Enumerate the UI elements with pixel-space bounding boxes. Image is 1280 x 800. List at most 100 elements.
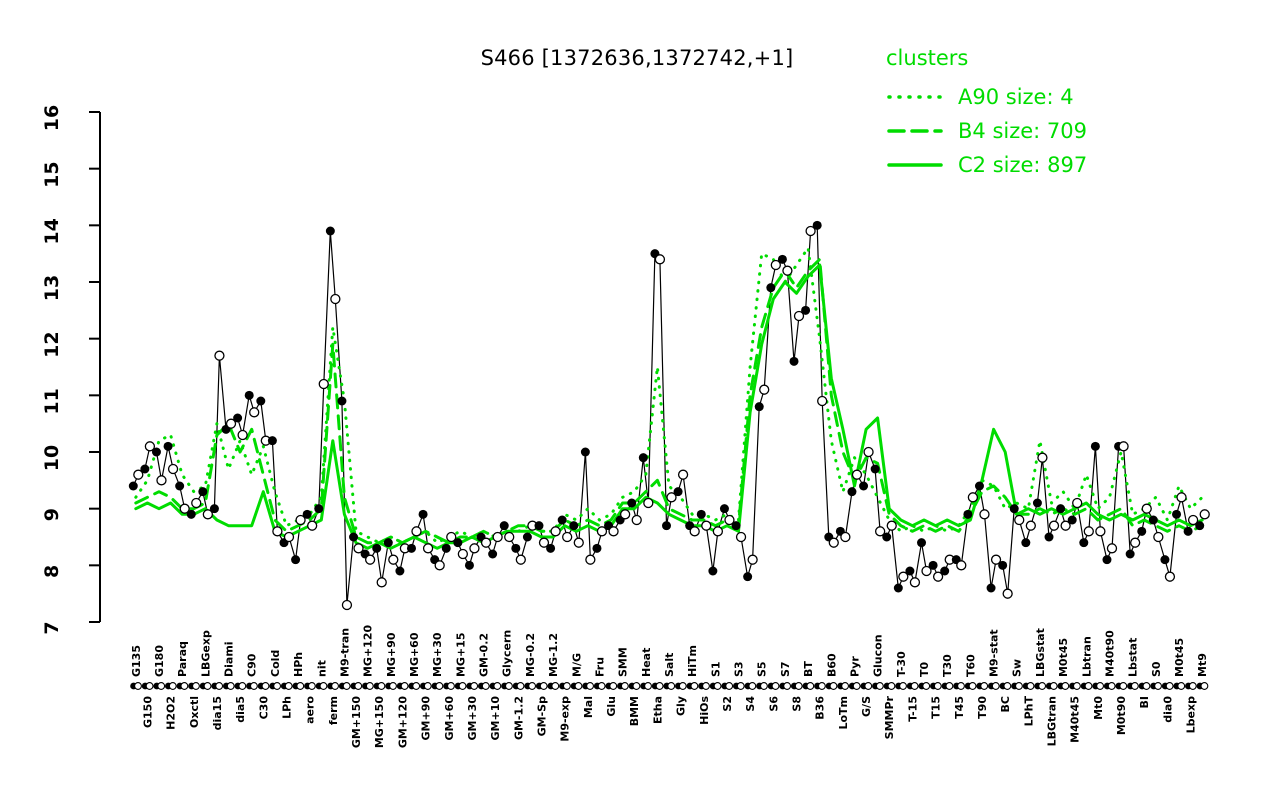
condition-marker-open [423, 682, 432, 690]
probe-point-filled [140, 464, 150, 474]
condition-marker-open [134, 682, 142, 690]
x-category-label: Sw [1011, 659, 1024, 677]
probe-point-open [840, 531, 851, 543]
condition-marker-open [528, 682, 537, 690]
x-category-label: MG+90 [385, 632, 398, 677]
probe-point-filled [940, 566, 950, 576]
probe-point-open [364, 554, 376, 565]
probe-point-open [469, 543, 480, 554]
condition-marker-open [180, 682, 189, 690]
x-category-label: GM+150 [350, 696, 363, 748]
condition-marker-open [539, 682, 548, 690]
probe-point-open [515, 554, 526, 565]
probe-point-open [921, 565, 932, 577]
condition-marker-open [655, 682, 664, 690]
condition-marker-open [1119, 682, 1128, 690]
condition-marker-open [1049, 682, 1058, 690]
probe-point-filled [731, 521, 741, 531]
x-category-label: dia0 [1161, 696, 1174, 723]
probe-point-filled [592, 543, 602, 553]
x-category-label: S7 [779, 661, 792, 677]
condition-marker-open [377, 682, 386, 690]
x-category-label: B60 [825, 653, 838, 677]
x-category-label: Gly [675, 696, 688, 716]
condition-marker-open [1038, 682, 1047, 690]
probe-point-filled [267, 436, 277, 446]
condition-marker-open [145, 682, 154, 690]
probe-point-open [886, 520, 897, 531]
x-category-label: LPhT [1022, 696, 1035, 727]
probe-point-open [457, 548, 469, 560]
probe-point-filled [256, 396, 266, 406]
probe-point-filled [546, 543, 556, 553]
probe-point-open [747, 554, 758, 565]
condition-marker-open [852, 682, 861, 690]
condition-marker-open [864, 682, 873, 690]
probe-point-open [1025, 520, 1036, 531]
condition-marker-open [215, 682, 224, 690]
x-category-label: MG-1.2 [547, 633, 560, 677]
condition-marker-open [481, 682, 490, 690]
condition-marker-open [968, 682, 977, 690]
probe-point-filled [383, 538, 393, 548]
x-category-label: M40t45 [1069, 696, 1082, 743]
probe-point-open [133, 469, 144, 480]
x-category-label: S6 [767, 696, 780, 712]
y-axis-label: 14 [41, 218, 63, 244]
condition-marker-open [910, 682, 919, 690]
x-category-label: Mt0 [1092, 696, 1105, 720]
probe-point-open [979, 509, 990, 520]
probe-point-open [376, 577, 387, 588]
legend-line-solid-icon [887, 163, 943, 167]
x-category-label: BMM [628, 696, 641, 726]
probe-point-open [144, 441, 156, 452]
probe-point-filled [1125, 549, 1135, 559]
probe-point-open [1153, 531, 1164, 543]
condition-marker-open [551, 682, 560, 690]
probe-point-filled [905, 566, 915, 576]
probe-point-open [156, 475, 167, 486]
x-category-label: MG+60 [408, 632, 421, 677]
condition-marker-open [609, 682, 618, 690]
probe-point-open [1130, 537, 1141, 548]
probe-point-filled [1056, 504, 1066, 514]
probe-point-open [422, 543, 434, 554]
x-category-label: GM+30 [466, 696, 479, 741]
legend-line-dashed-icon [887, 129, 943, 133]
probe-point-open [237, 429, 248, 441]
condition-marker-open [1177, 682, 1186, 690]
probe-point-filled [337, 396, 347, 406]
condition-marker-open [980, 682, 989, 690]
probe-point-open [202, 509, 213, 520]
x-category-label: T90 [976, 696, 989, 719]
x-category-label: Glu [605, 696, 618, 717]
chart-title: S466 [1372636,1372742,+1] [480, 46, 794, 70]
condition-marker-open [759, 682, 768, 690]
probe-point-filled [1195, 521, 1205, 531]
x-category-label: MG+120 [362, 625, 375, 677]
condition-marker-open [342, 682, 351, 690]
condition-marker-open [1154, 682, 1162, 690]
probe-point-filled [870, 464, 880, 474]
probe-point-open [608, 526, 619, 537]
probe-point-open [225, 418, 237, 429]
probe-point-open [863, 446, 874, 458]
x-category-label: GM+90 [420, 696, 433, 741]
x-category-label: LoTm [837, 696, 850, 730]
condition-marker-open [841, 682, 850, 690]
probe-point-open [1187, 514, 1199, 526]
probe-point-open [480, 537, 492, 548]
probe-point-filled [1160, 555, 1170, 565]
x-category-label: GM+60 [443, 696, 456, 741]
probe-point-filled [128, 481, 138, 491]
condition-marker-open [1142, 682, 1151, 690]
x-category-label: nit [315, 660, 328, 677]
y-axis-label: 16 [41, 105, 63, 131]
probe-point-filled [986, 583, 996, 593]
x-category-label: M9-exp [559, 696, 572, 742]
probe-point-filled [1172, 509, 1182, 519]
condition-marker-open [157, 682, 166, 690]
condition-marker-open [690, 682, 699, 690]
condition-marker-open [493, 682, 502, 690]
probe-point-open [793, 310, 805, 322]
